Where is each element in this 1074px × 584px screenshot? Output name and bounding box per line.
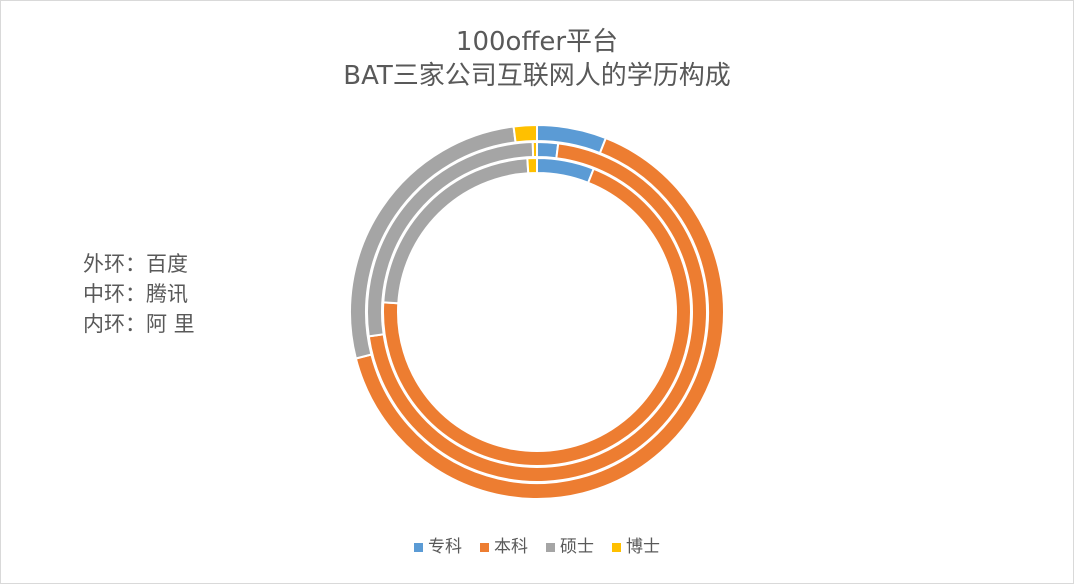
slice-outer-3 [512,123,538,144]
slice-middle-0 [536,140,560,160]
chart-title: 100offer平台 BAT三家公司互联网人的学历构成 [1,25,1073,93]
legend-label-0: 专科 [428,537,462,557]
chart-title-line-1: 100offer平台 [455,27,619,57]
legend-label-1: 本科 [494,537,528,557]
chart-title-line-2: BAT三家公司互联网人的学历构成 [343,61,731,91]
ring-note-middle: 中环：腾讯 [83,282,188,306]
legend-label-2: 硕士 [560,537,594,557]
ring-note-inner: 内环：阿 里 [83,312,195,336]
legend-item-2: 硕士 [546,535,594,559]
slice-inner-3 [526,156,538,175]
legend-item-3: 博士 [612,535,660,559]
slice-middle-3 [531,140,538,159]
legend-item-0: 专科 [414,535,462,559]
ring-annotation: 外环：百度 中环：腾讯 内环：阿 里 [83,249,195,339]
ring-note-outer: 外环：百度 [83,252,188,276]
legend-swatch-3 [612,542,621,552]
legend-swatch-2 [546,542,555,552]
legend-item-1: 本科 [480,535,528,559]
legend-label-3: 博士 [626,537,660,557]
legend-swatch-0 [414,542,423,552]
legend-swatch-1 [480,542,489,552]
chart-legend: 专科 本科 硕士 博士 [1,535,1073,559]
